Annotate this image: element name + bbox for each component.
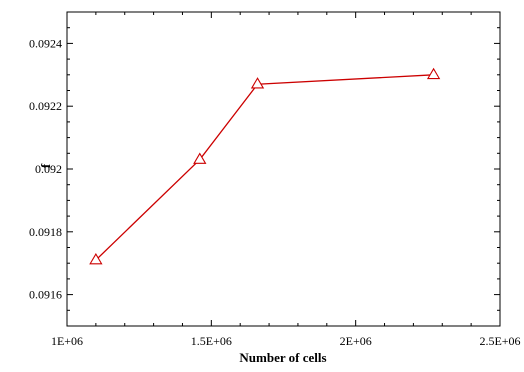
data-point-triangle — [193, 152, 207, 164]
y-axis-ticks: 0.0916 0.0918 0.092 0.0922 0.0924 — [29, 11, 500, 327]
y-tick-label: 0.0918 — [29, 225, 62, 239]
y-tick-label: 0.092 — [35, 162, 62, 176]
y-tick-label: 0.0922 — [29, 99, 62, 113]
series-line — [95, 74, 434, 261]
x-tick-label: 1.5E+06 — [191, 334, 232, 348]
x-tick-label: 2E+06 — [340, 334, 372, 348]
x-axis-ticks: 1E+06 1.5E+06 2E+06 2.5E+06 — [51, 12, 521, 348]
y-axis-title: f — [38, 163, 53, 168]
data-point-triangle — [426, 67, 441, 80]
x-tick-label: 1E+06 — [51, 334, 83, 348]
y-tick-label: 0.0916 — [29, 288, 62, 302]
x-tick-label: 2.5E+06 — [479, 334, 520, 348]
x-axis-title: Number of cells — [239, 350, 326, 365]
y-tick-label: 0.0924 — [29, 36, 62, 50]
plot-frame — [66, 11, 501, 327]
series-layer — [89, 67, 441, 265]
data-point-triangle — [89, 252, 103, 265]
data-point-triangle — [250, 77, 265, 89]
